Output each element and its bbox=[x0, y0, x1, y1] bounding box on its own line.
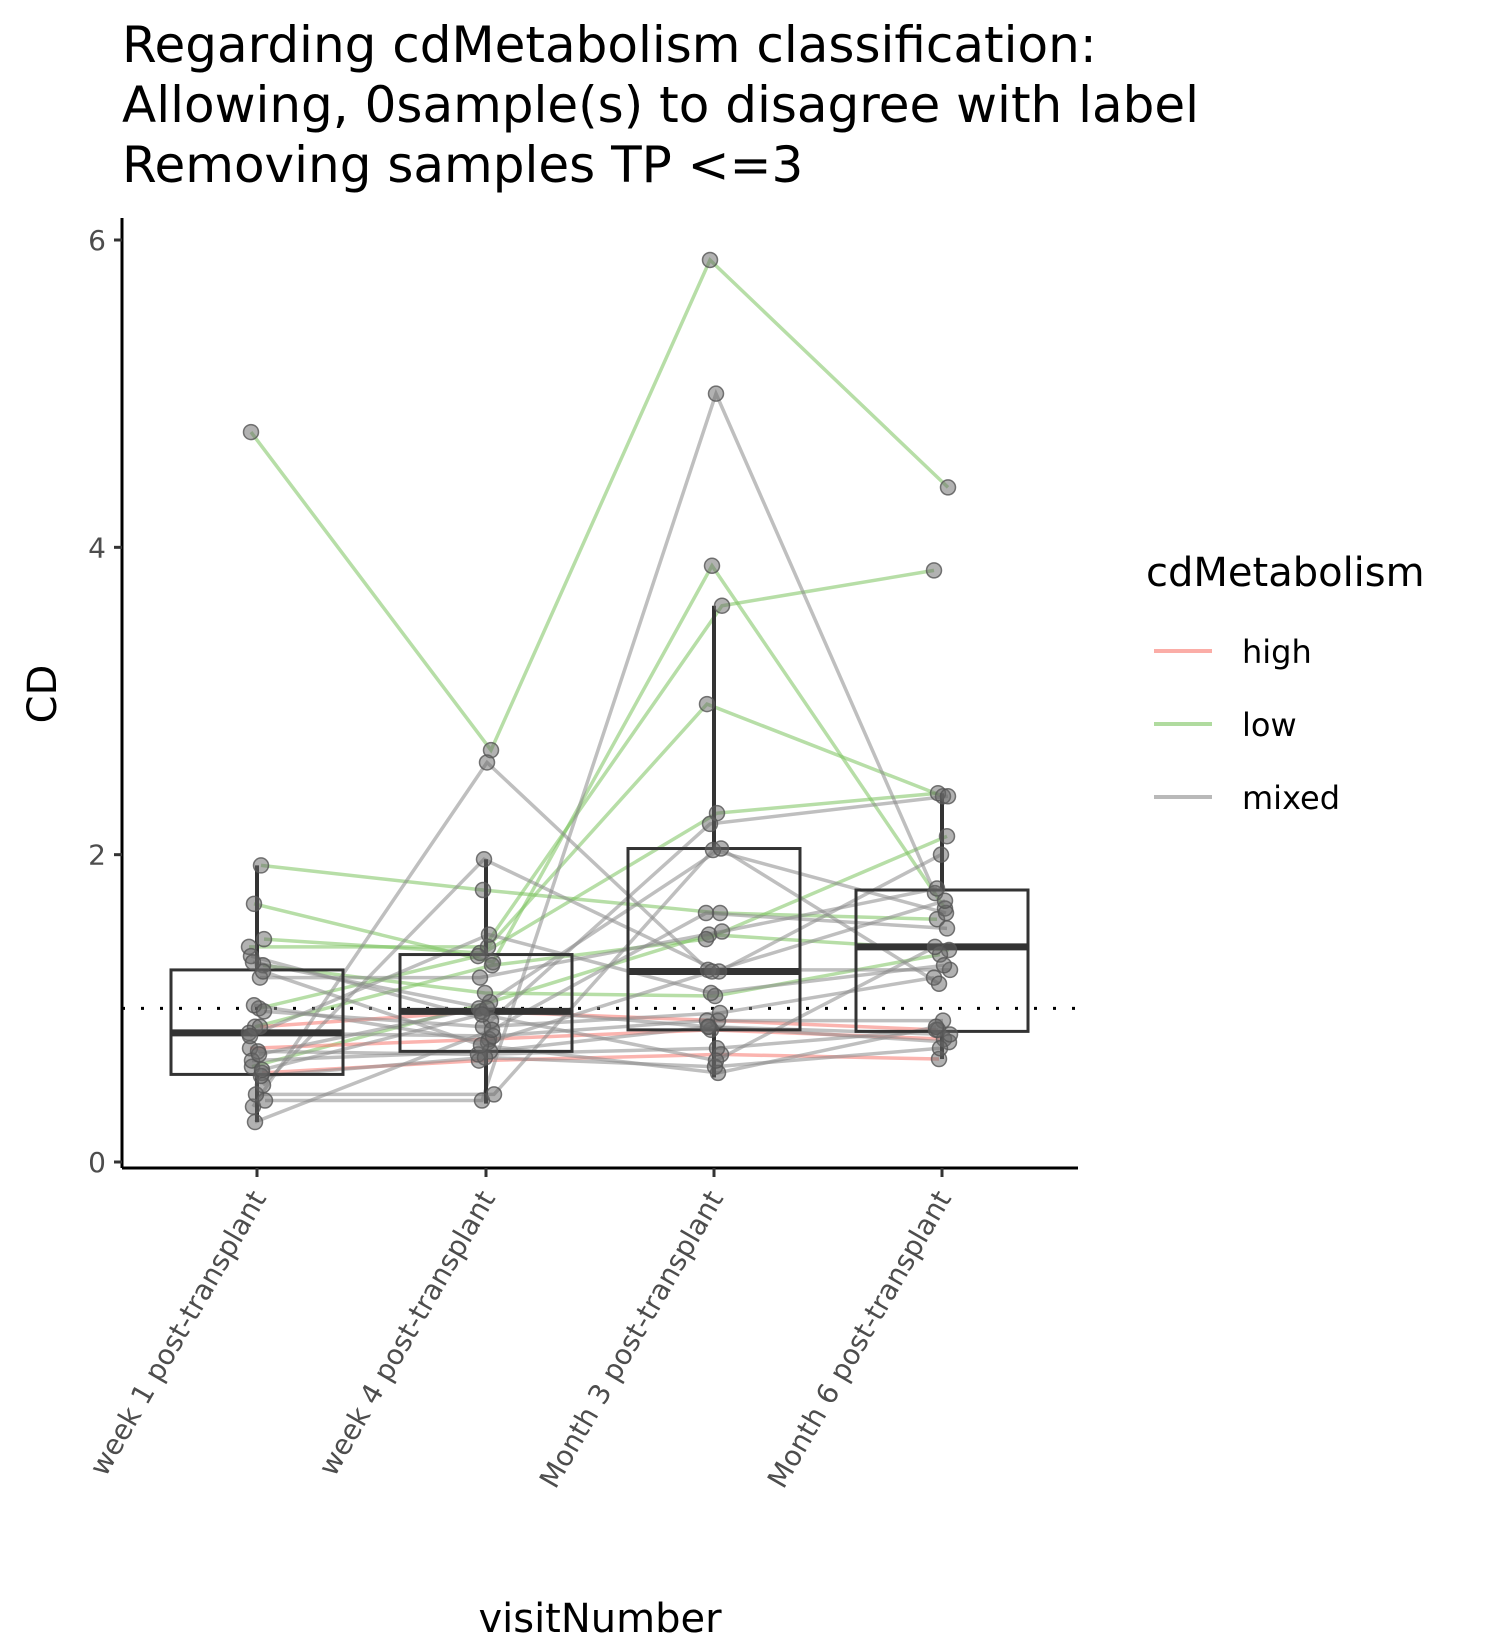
data-point bbox=[253, 1061, 271, 1079]
data-point bbox=[246, 1113, 264, 1131]
legend-entry-low: low bbox=[1154, 706, 1297, 744]
legend-label-high: high bbox=[1242, 633, 1312, 671]
series-line-mixed bbox=[263, 975, 935, 1029]
data-point bbox=[475, 851, 493, 868]
x-tick-label: Month 3 post-transplant bbox=[533, 1185, 730, 1494]
series-line-mixed bbox=[248, 1018, 943, 1038]
data-point bbox=[701, 815, 719, 833]
data-point bbox=[703, 557, 721, 575]
legend-title: cdMetabolism bbox=[1146, 550, 1425, 596]
y-tick-label: 0 bbox=[88, 1146, 106, 1179]
data-point bbox=[255, 1003, 273, 1020]
chart-title: Regarding cdMetabolism classification: A… bbox=[122, 16, 1199, 194]
chart-title-line-3: Removing samples TP <=3 bbox=[122, 136, 803, 194]
series-line-low bbox=[254, 834, 948, 1029]
series-line-mixed bbox=[251, 759, 950, 1108]
data-point bbox=[938, 827, 956, 845]
series-line-low bbox=[258, 791, 939, 1011]
series-line-mixed bbox=[260, 1046, 941, 1078]
series-line-low bbox=[249, 256, 950, 754]
series-line-mixed bbox=[256, 848, 947, 1097]
series-line-mixed bbox=[258, 846, 940, 1057]
data-point bbox=[701, 251, 719, 269]
data-point bbox=[928, 880, 946, 897]
data-point bbox=[702, 984, 720, 1002]
series-line-mixed bbox=[253, 899, 946, 1044]
data-point bbox=[250, 1046, 268, 1063]
legend: cdMetabolism high low mixed bbox=[1146, 550, 1425, 817]
series-line-mixed bbox=[265, 388, 937, 1103]
data-point bbox=[485, 1086, 503, 1103]
data-point bbox=[480, 926, 498, 943]
series-line-mixed bbox=[261, 853, 942, 1087]
data-point bbox=[245, 895, 263, 913]
data-point bbox=[697, 904, 715, 922]
series-line-mixed bbox=[252, 960, 951, 1037]
x-tick-label: week 4 post-transplant bbox=[312, 1185, 502, 1481]
series-line-low bbox=[253, 562, 947, 965]
series-line-mixed bbox=[260, 886, 938, 980]
data-point bbox=[925, 562, 943, 579]
data-point bbox=[473, 1006, 491, 1023]
data-point bbox=[707, 385, 725, 402]
data-point bbox=[935, 957, 953, 974]
series-line-low bbox=[249, 702, 944, 949]
data-point bbox=[927, 1018, 945, 1036]
x-axis-title: visitNumber bbox=[478, 1596, 722, 1642]
data-point bbox=[255, 930, 273, 948]
data-point bbox=[241, 1027, 259, 1045]
data-point bbox=[939, 788, 957, 805]
data-point bbox=[242, 423, 260, 441]
legend-entry-mixed: mixed bbox=[1154, 779, 1340, 817]
legend-label-mixed: mixed bbox=[1242, 779, 1340, 817]
series-line-mixed bbox=[262, 969, 937, 1075]
data-point bbox=[713, 923, 731, 940]
series-line-mixed bbox=[257, 1028, 939, 1057]
data-point bbox=[707, 1052, 725, 1069]
data-point bbox=[472, 1036, 490, 1054]
data-point bbox=[244, 953, 262, 971]
data-point bbox=[711, 904, 729, 922]
x-tick-label: week 1 post-transplant bbox=[83, 1185, 273, 1481]
data-point bbox=[697, 930, 715, 948]
data-point bbox=[931, 1040, 949, 1057]
data-point bbox=[252, 857, 270, 874]
y-tick-label: 2 bbox=[88, 839, 106, 872]
data-point bbox=[471, 969, 489, 986]
data-point bbox=[938, 920, 956, 937]
series-line-mixed bbox=[254, 911, 948, 1124]
data-point bbox=[483, 957, 501, 974]
data-point bbox=[930, 975, 948, 992]
data-point bbox=[713, 597, 731, 614]
data-point bbox=[936, 892, 954, 910]
data-point bbox=[478, 754, 496, 771]
data-point bbox=[474, 881, 492, 899]
data-point bbox=[483, 1021, 501, 1039]
data-point bbox=[476, 984, 494, 1002]
series-line-mixed bbox=[261, 945, 936, 1072]
data-point bbox=[941, 1026, 959, 1043]
y-tick-label: 4 bbox=[88, 531, 106, 564]
data-point bbox=[939, 479, 957, 496]
data-point bbox=[254, 963, 272, 980]
chart-title-line-2: Allowing, 0sample(s) to disagree with la… bbox=[122, 76, 1199, 134]
data-point bbox=[698, 695, 716, 713]
y-axis-title: CD bbox=[20, 665, 66, 724]
data-point bbox=[703, 963, 721, 980]
data-point bbox=[712, 840, 730, 857]
data-point bbox=[699, 1018, 717, 1036]
legend-label-low: low bbox=[1242, 706, 1297, 744]
chart-title-line-1: Regarding cdMetabolism classification: bbox=[122, 16, 1097, 74]
legend-entry-high: high bbox=[1154, 633, 1312, 671]
x-tick-label: Month 6 post-transplant bbox=[761, 1185, 958, 1494]
data-point bbox=[926, 938, 944, 956]
plot-area: 0 2 4 6 week 1 post-transplant week 4 post-tr… bbox=[83, 218, 1078, 1494]
data-point bbox=[932, 846, 950, 863]
data-point bbox=[469, 947, 487, 965]
y-tick-label: 6 bbox=[88, 224, 106, 257]
series-line-low bbox=[263, 568, 935, 955]
data-point bbox=[711, 1004, 729, 1022]
series-line-mixed bbox=[250, 794, 949, 1023]
